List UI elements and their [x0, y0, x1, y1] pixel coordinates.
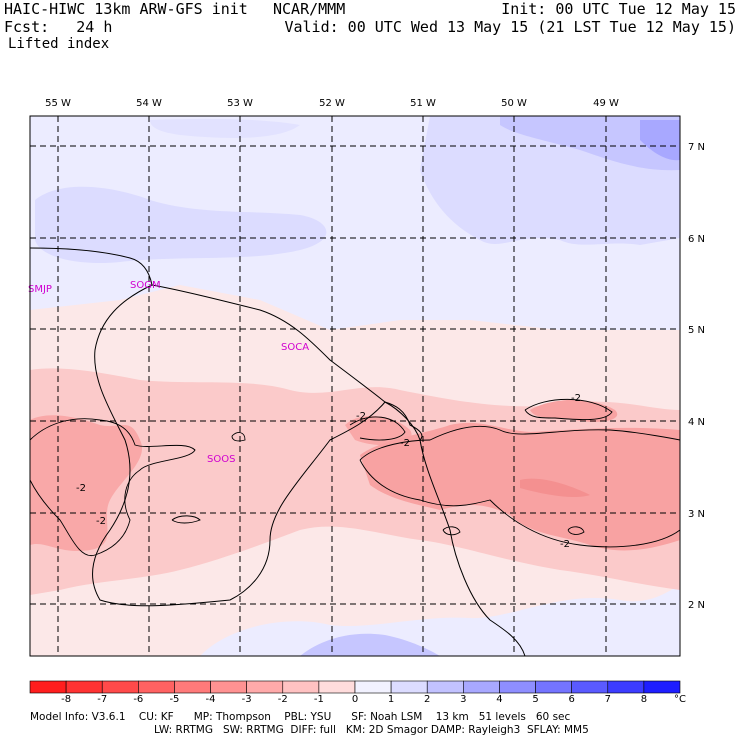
positive-li-core-ne: [500, 116, 680, 171]
contour-label: -2: [76, 483, 86, 494]
negative-li-core-ne: [530, 399, 618, 422]
lat-label: 7 N: [688, 142, 705, 153]
colorbar-swatch: [643, 680, 681, 694]
colorbar-tick-label: 7: [604, 694, 611, 705]
init-time: Init: 00 UTC Tue 12 May 15: [501, 0, 736, 18]
colorbar-swatch: [499, 680, 536, 694]
map-frame: [29, 115, 681, 657]
coastlines-borders: [29, 247, 526, 657]
colorbar-swatch: [535, 680, 572, 694]
contour-label: -2: [400, 438, 410, 449]
contour-ne: [524, 398, 613, 421]
forecast-hour: Fcst: 24 h: [4, 18, 113, 36]
contour-small-4: [567, 526, 585, 535]
lon-label: 53 W: [227, 98, 253, 109]
colorbar: [29, 680, 681, 694]
colorbar-swatch: [246, 680, 284, 694]
colorbar-swatch: [463, 680, 500, 694]
contour-east-south: [359, 459, 681, 548]
contour-small-3: [442, 526, 461, 536]
contour-label: -2: [571, 393, 581, 404]
lat-lon-grid: [30, 116, 680, 656]
positive-li-patch-n: [150, 118, 300, 138]
colorbar-tick-label: -6: [133, 694, 144, 705]
contour-west: [29, 418, 196, 556]
colorbar-tick-label: 0: [351, 694, 359, 705]
negative-li-max-east: [520, 478, 590, 498]
lon-label: 49 W: [593, 98, 619, 109]
positive-li-max-ne: [640, 120, 680, 161]
contour-small-2: [231, 432, 246, 442]
lat-labels: 7 N 6 N 5 N 4 N 3 N 2 N: [688, 142, 705, 611]
colorbar-tick-label: -2: [277, 694, 288, 705]
lat-label: 5 N: [688, 325, 705, 336]
station-sogm: SOGM: [130, 280, 161, 291]
valid-time: Valid: 00 UTC Wed 13 May 15 (21 LST Tue …: [284, 18, 736, 36]
colorbar-tick-label: 5: [532, 694, 539, 705]
contour-small-1: [171, 515, 201, 524]
lon-label: 52 W: [319, 98, 345, 109]
colorbar-unit: °C: [674, 694, 686, 705]
positive-li-patch-nw: [35, 186, 327, 264]
coastline: [29, 247, 421, 441]
colorbar-swatch: [210, 680, 247, 694]
lon-label: 51 W: [410, 98, 436, 109]
model-info-line1: Model Info: V3.6.1 CU: KF MP: Thompson P…: [30, 711, 571, 723]
colorbar-tick-label: -5: [169, 694, 180, 705]
colorbar-tick-label: -1: [313, 694, 324, 705]
contour-label: -2: [560, 539, 570, 550]
colorbar-tick-label: 2: [424, 694, 431, 705]
colorbar-swatch: [607, 680, 645, 694]
contour-east-north: [359, 425, 681, 461]
lat-label: 6 N: [688, 234, 705, 245]
colorbar-swatch: [318, 680, 356, 694]
lat-label: 3 N: [688, 509, 705, 520]
colorbar-tick-label: -7: [97, 694, 108, 705]
model-info-line2: LW: RRTMG SW: RRTMG DIFF: full KM: 2D Sm…: [154, 724, 589, 736]
contour-central: [349, 416, 406, 441]
colorbar-tick-label: 1: [387, 694, 395, 705]
colorbar-tick-label: -8: [61, 694, 72, 705]
border-inner: [384, 401, 423, 441]
station-smjp: SMJP: [28, 284, 52, 295]
coastline-east: [419, 439, 526, 657]
colorbar-tick-label: 4: [496, 694, 503, 705]
lon-label: 55 W: [45, 98, 71, 109]
colorbar-swatch: [29, 680, 67, 694]
colorbar-swatch: [101, 680, 139, 694]
model-title: HAIC-HIWC 13km ARW-GFS init: [4, 0, 248, 18]
li-contours: [29, 398, 681, 556]
station-labels: SMJP SOGM SOCA SOOS: [28, 280, 309, 465]
colorbar-swatch: [571, 680, 609, 694]
station-soos: SOOS: [207, 454, 235, 465]
lat-label: 4 N: [688, 417, 705, 428]
colorbar-tick-label: 3: [460, 694, 467, 705]
contour-label-group: -2 -2 -2 -2 -2 -2 -2: [76, 393, 581, 550]
colorbar-swatch: [390, 680, 428, 694]
negative-li-zone: [30, 368, 680, 595]
colorbar-tick-label: 6: [568, 694, 575, 705]
lon-label: 50 W: [501, 98, 527, 109]
colorbar-tick-label: -4: [205, 694, 216, 705]
border-west: [92, 284, 386, 607]
colorbar-tick-label: 8: [640, 694, 648, 705]
lon-labels: 55 W 54 W 53 W 52 W 51 W 50 W 49 W: [45, 98, 619, 109]
colorbar-swatch: [174, 680, 211, 694]
contour-label: -2: [356, 411, 366, 422]
colorbar-swatch: [65, 680, 103, 694]
colorbar-tick-label: -3: [241, 694, 252, 705]
colorbar-swatch: [354, 680, 392, 694]
colorbar-swatch: [426, 680, 464, 694]
lat-label: 2 N: [688, 600, 705, 611]
lon-label: 54 W: [136, 98, 162, 109]
contour-label: -2: [96, 516, 106, 527]
colorbar-swatch: [138, 680, 175, 694]
org-label: NCAR/MMM: [273, 0, 346, 18]
field-name: Lifted index: [8, 36, 110, 52]
station-soca: SOCA: [281, 342, 309, 353]
positive-li-zone-south: [200, 585, 680, 656]
colorbar-swatch: [282, 680, 320, 694]
positive-li-core-south: [300, 633, 440, 656]
